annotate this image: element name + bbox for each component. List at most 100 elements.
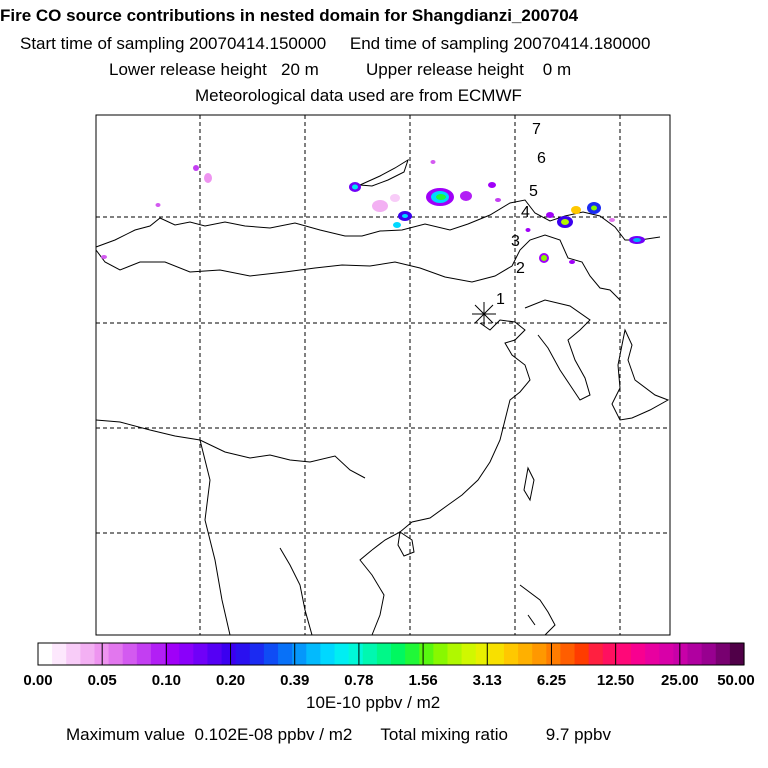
colorbar-swatch (419, 643, 434, 665)
plume-cell (204, 173, 212, 183)
colorbar-swatch (659, 643, 674, 665)
graticule (96, 115, 670, 635)
trajectory-labels: 1 2 3 4 5 6 7 (496, 121, 546, 308)
sampling-time-line: Start time of sampling 20070414.150000 E… (20, 34, 768, 54)
release-height-line: Lower release height 20 m Upper release … (109, 60, 768, 80)
colorbar-swatch (645, 643, 660, 665)
colorbar-swatch (221, 643, 237, 665)
receptor-marker (472, 302, 496, 326)
colorbar-swatch (108, 643, 124, 665)
colorbar-swatch (405, 643, 420, 665)
colorbar-swatch (207, 643, 223, 665)
start-time-value: 20070414.150000 (189, 34, 327, 53)
china-coastline (371, 319, 531, 551)
colorbar-swatch (150, 643, 166, 665)
colorbar-tick-label: 50.00 (717, 672, 755, 689)
end-time-value: 20070414.180000 (513, 34, 651, 53)
end-time-label: End time of sampling (349, 34, 509, 53)
colorbar-swatch (38, 643, 53, 665)
plume-cell (460, 191, 472, 201)
plume-cell (390, 194, 400, 202)
colorbar-swatch (391, 643, 406, 665)
colorbar-swatch (235, 643, 251, 665)
colorbar-tick-labels: 0.00 0.05 0.10 0.20 0.39 0.78 1.56 3.13 6.25 12.5… (23, 643, 755, 689)
receptor-star-arm (474, 304, 494, 324)
colorbar-swatch (602, 643, 618, 665)
colorbar-swatch (193, 643, 209, 665)
colorbar-swatch (461, 643, 477, 665)
colorbar-swatch (292, 643, 307, 665)
lower-height-label: Lower release height (109, 60, 267, 79)
colorbar-swatch (362, 643, 378, 665)
total-mixing-label: Total mixing ratio (380, 725, 508, 744)
colorbar-tick-label: 0.00 (23, 672, 52, 689)
trajectory-label: 5 (529, 183, 538, 200)
himalaya-border (95, 419, 366, 479)
colorbar-swatch (560, 643, 576, 665)
plume-cell (633, 238, 641, 242)
korea-coastline (524, 299, 591, 401)
colorbar-swatch (136, 643, 152, 665)
colorbar-swatch (334, 643, 350, 665)
colorbar-swatch (306, 643, 321, 665)
colorbar-tick-label: 1.56 (408, 672, 437, 689)
northern-border (95, 199, 661, 248)
plume-cell (546, 212, 554, 218)
plume-cell (193, 165, 199, 171)
mongolia-border (95, 234, 621, 301)
colorbar-swatch (631, 643, 646, 665)
colorbar-swatch (52, 643, 67, 665)
colorbar-swatch (122, 643, 138, 665)
stats-line: Maximum value 0.102E-08 ppbv / m2 Total … (66, 725, 611, 745)
colorbar-swatch (673, 643, 689, 665)
colorbar-swatch (489, 643, 505, 665)
hainan-coastline (397, 531, 415, 557)
colorbar-tick-label: 0.39 (280, 672, 309, 689)
colorbar-swatch (348, 643, 364, 665)
trajectory-label: 1 (496, 291, 505, 308)
upper-height-value: 0 m (542, 60, 572, 79)
plume-cell (609, 218, 615, 222)
fire-plumes (101, 160, 645, 264)
trajectory-label: 2 (516, 260, 525, 277)
plume-cell (393, 222, 401, 228)
max-value-label: Maximum value (66, 725, 186, 744)
upper-height-label: Upper release height (366, 60, 524, 79)
colorbar-swatch (278, 643, 293, 665)
met-data-note: Meteorological data used are from ECMWF (195, 86, 522, 105)
colorbar-tick-label: 0.05 (88, 672, 117, 689)
lake-baikal (358, 158, 409, 187)
lower-height-value: 20 m (281, 60, 319, 79)
colorbar-swatch (433, 643, 449, 665)
max-value: 0.102E-08 ppbv / m2 (194, 725, 353, 744)
india-border (199, 439, 231, 636)
japan-coastline (611, 328, 670, 421)
start-time-label: Start time of sampling (20, 34, 185, 53)
vietnam-coastline (359, 549, 385, 636)
colorbar-tick-label: 25.00 (661, 672, 699, 689)
colorbar-swatch (588, 643, 604, 665)
colorbar-swatch (80, 643, 96, 665)
colorbar-swatch (320, 643, 336, 665)
colorbar-swatch (518, 643, 533, 665)
trajectory-label: 6 (537, 150, 546, 167)
plume-cell (488, 182, 496, 188)
colorbar-swatches (38, 643, 745, 665)
plume-cell (430, 160, 436, 164)
plume-cell (569, 260, 575, 264)
colorbar-swatch (729, 643, 745, 665)
colorbar-frame (37, 642, 745, 666)
colorbar-tick-label: 12.50 (597, 672, 635, 689)
philippines-coastline (519, 584, 556, 636)
plume-cell (402, 214, 408, 218)
plume-cell (352, 184, 358, 190)
plume-cell (591, 205, 597, 211)
trajectory-label: 7 (532, 121, 541, 138)
plume-cell (101, 255, 107, 259)
colorbar-tick-label: 0.78 (344, 672, 373, 689)
colorbar-swatch (376, 643, 392, 665)
colorbar-swatch (687, 643, 703, 665)
colorbar-swatch (574, 643, 590, 665)
